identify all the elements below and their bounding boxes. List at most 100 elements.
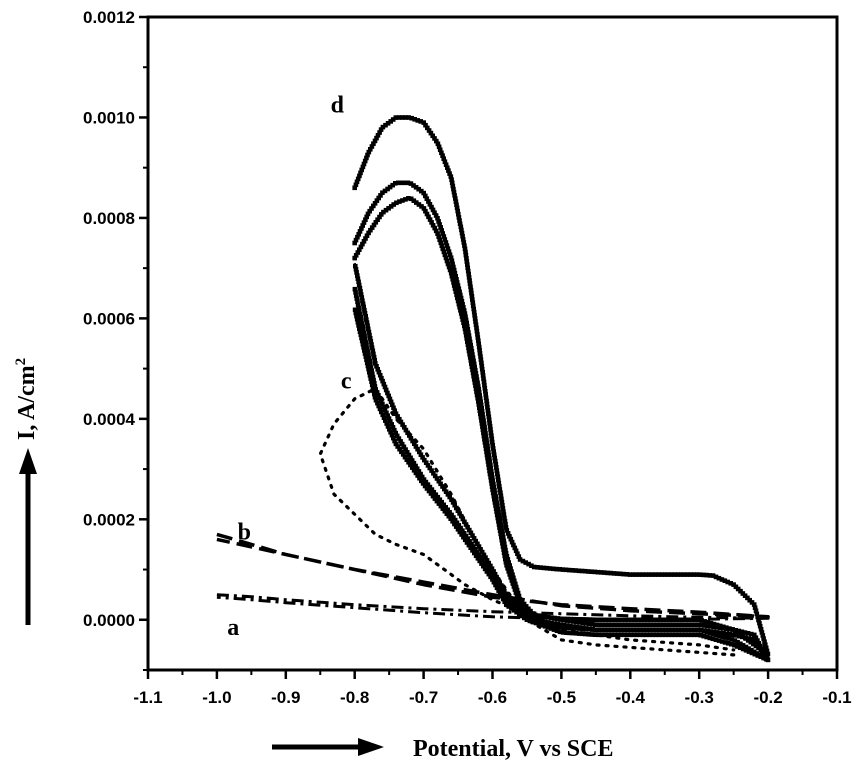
series-marker	[369, 144, 375, 149]
series-marker	[433, 213, 439, 218]
series-marker	[488, 563, 493, 569]
series-marker	[396, 180, 401, 186]
series-marker	[522, 612, 527, 618]
series-marker	[431, 489, 437, 495]
series-marker	[763, 645, 769, 651]
x-tick-label: -1.0	[202, 688, 231, 707]
series-marker	[357, 308, 362, 314]
series-marker	[595, 569, 601, 575]
series-marker	[618, 571, 623, 577]
series-marker	[447, 252, 453, 257]
series-marker	[762, 639, 767, 644]
series-marker	[456, 523, 462, 528]
series-marker	[480, 557, 485, 562]
series-marker	[487, 420, 492, 426]
series-marker	[406, 452, 412, 458]
series-marker	[474, 549, 480, 555]
series-marker	[469, 361, 474, 366]
series-marker	[362, 158, 368, 164]
series-marker	[457, 304, 462, 310]
series-marker	[764, 657, 769, 662]
series-marker	[480, 424, 485, 429]
series-marker	[757, 623, 763, 629]
series-marker	[473, 322, 479, 328]
series-marker	[369, 368, 374, 373]
series-marker	[360, 241, 365, 247]
series-marker	[496, 480, 502, 486]
series-marker	[479, 418, 484, 423]
series-marker	[372, 391, 377, 397]
series-marker	[374, 198, 380, 203]
series-marker	[455, 283, 461, 288]
series-marker	[720, 634, 725, 639]
series-marker	[361, 304, 366, 310]
series-marker	[561, 622, 567, 628]
series-marker	[552, 621, 557, 626]
series-marker	[480, 370, 485, 375]
series-marker	[507, 563, 512, 568]
series-marker	[493, 506, 499, 511]
series-marker	[682, 622, 688, 628]
series-marker	[602, 570, 607, 575]
series-marker	[360, 341, 366, 347]
series-marker	[542, 614, 548, 619]
series-marker	[496, 477, 501, 483]
series-marker	[393, 115, 399, 120]
series-marker	[473, 367, 478, 373]
series-marker	[654, 617, 660, 623]
series-marker	[502, 518, 508, 524]
series-marker	[423, 208, 428, 214]
series-marker	[405, 180, 411, 186]
series-marker	[478, 402, 484, 408]
series-marker	[458, 308, 463, 313]
series-marker	[476, 399, 481, 404]
series-marker	[481, 560, 487, 565]
series-marker	[493, 461, 499, 467]
series-marker	[567, 630, 572, 636]
series-marker	[359, 335, 364, 341]
series-marker	[418, 119, 423, 124]
series-marker	[436, 478, 442, 484]
series-marker	[764, 648, 770, 654]
series-marker	[432, 210, 437, 215]
series-marker	[413, 185, 419, 190]
series-marker	[488, 478, 494, 483]
series-marker	[644, 627, 650, 633]
series-marker	[686, 627, 691, 633]
series-marker	[381, 381, 387, 387]
series-marker	[368, 376, 373, 381]
series-marker	[359, 295, 365, 300]
series-marker	[475, 380, 480, 386]
series-marker	[359, 226, 364, 231]
series-marker	[611, 571, 617, 576]
series-marker	[506, 569, 511, 574]
series-marker	[723, 626, 729, 631]
series-marker	[752, 605, 758, 610]
series-marker	[504, 528, 510, 533]
series-marker	[366, 329, 372, 335]
series-marker	[627, 572, 633, 577]
series-marker	[694, 572, 700, 577]
series-marker	[359, 167, 364, 173]
series-marker	[408, 462, 413, 468]
series-marker	[538, 565, 543, 570]
series-marker	[363, 314, 368, 319]
series-marker	[353, 253, 359, 258]
series-marker	[718, 630, 723, 636]
series-marker	[440, 153, 445, 158]
series-marker	[749, 631, 754, 637]
series-marker	[738, 641, 743, 647]
series-marker	[608, 570, 614, 576]
series-marker	[366, 230, 371, 236]
series-marker	[666, 572, 671, 577]
curve-labels: a b c d	[227, 92, 352, 640]
series-marker	[509, 602, 515, 607]
series-marker	[723, 635, 728, 640]
series-marker	[353, 237, 359, 243]
series-marker	[363, 217, 368, 222]
series-marker	[653, 622, 659, 628]
series-marker	[379, 375, 384, 381]
series-marker	[471, 361, 477, 367]
series-marker	[669, 622, 675, 628]
series-marker	[452, 521, 457, 527]
